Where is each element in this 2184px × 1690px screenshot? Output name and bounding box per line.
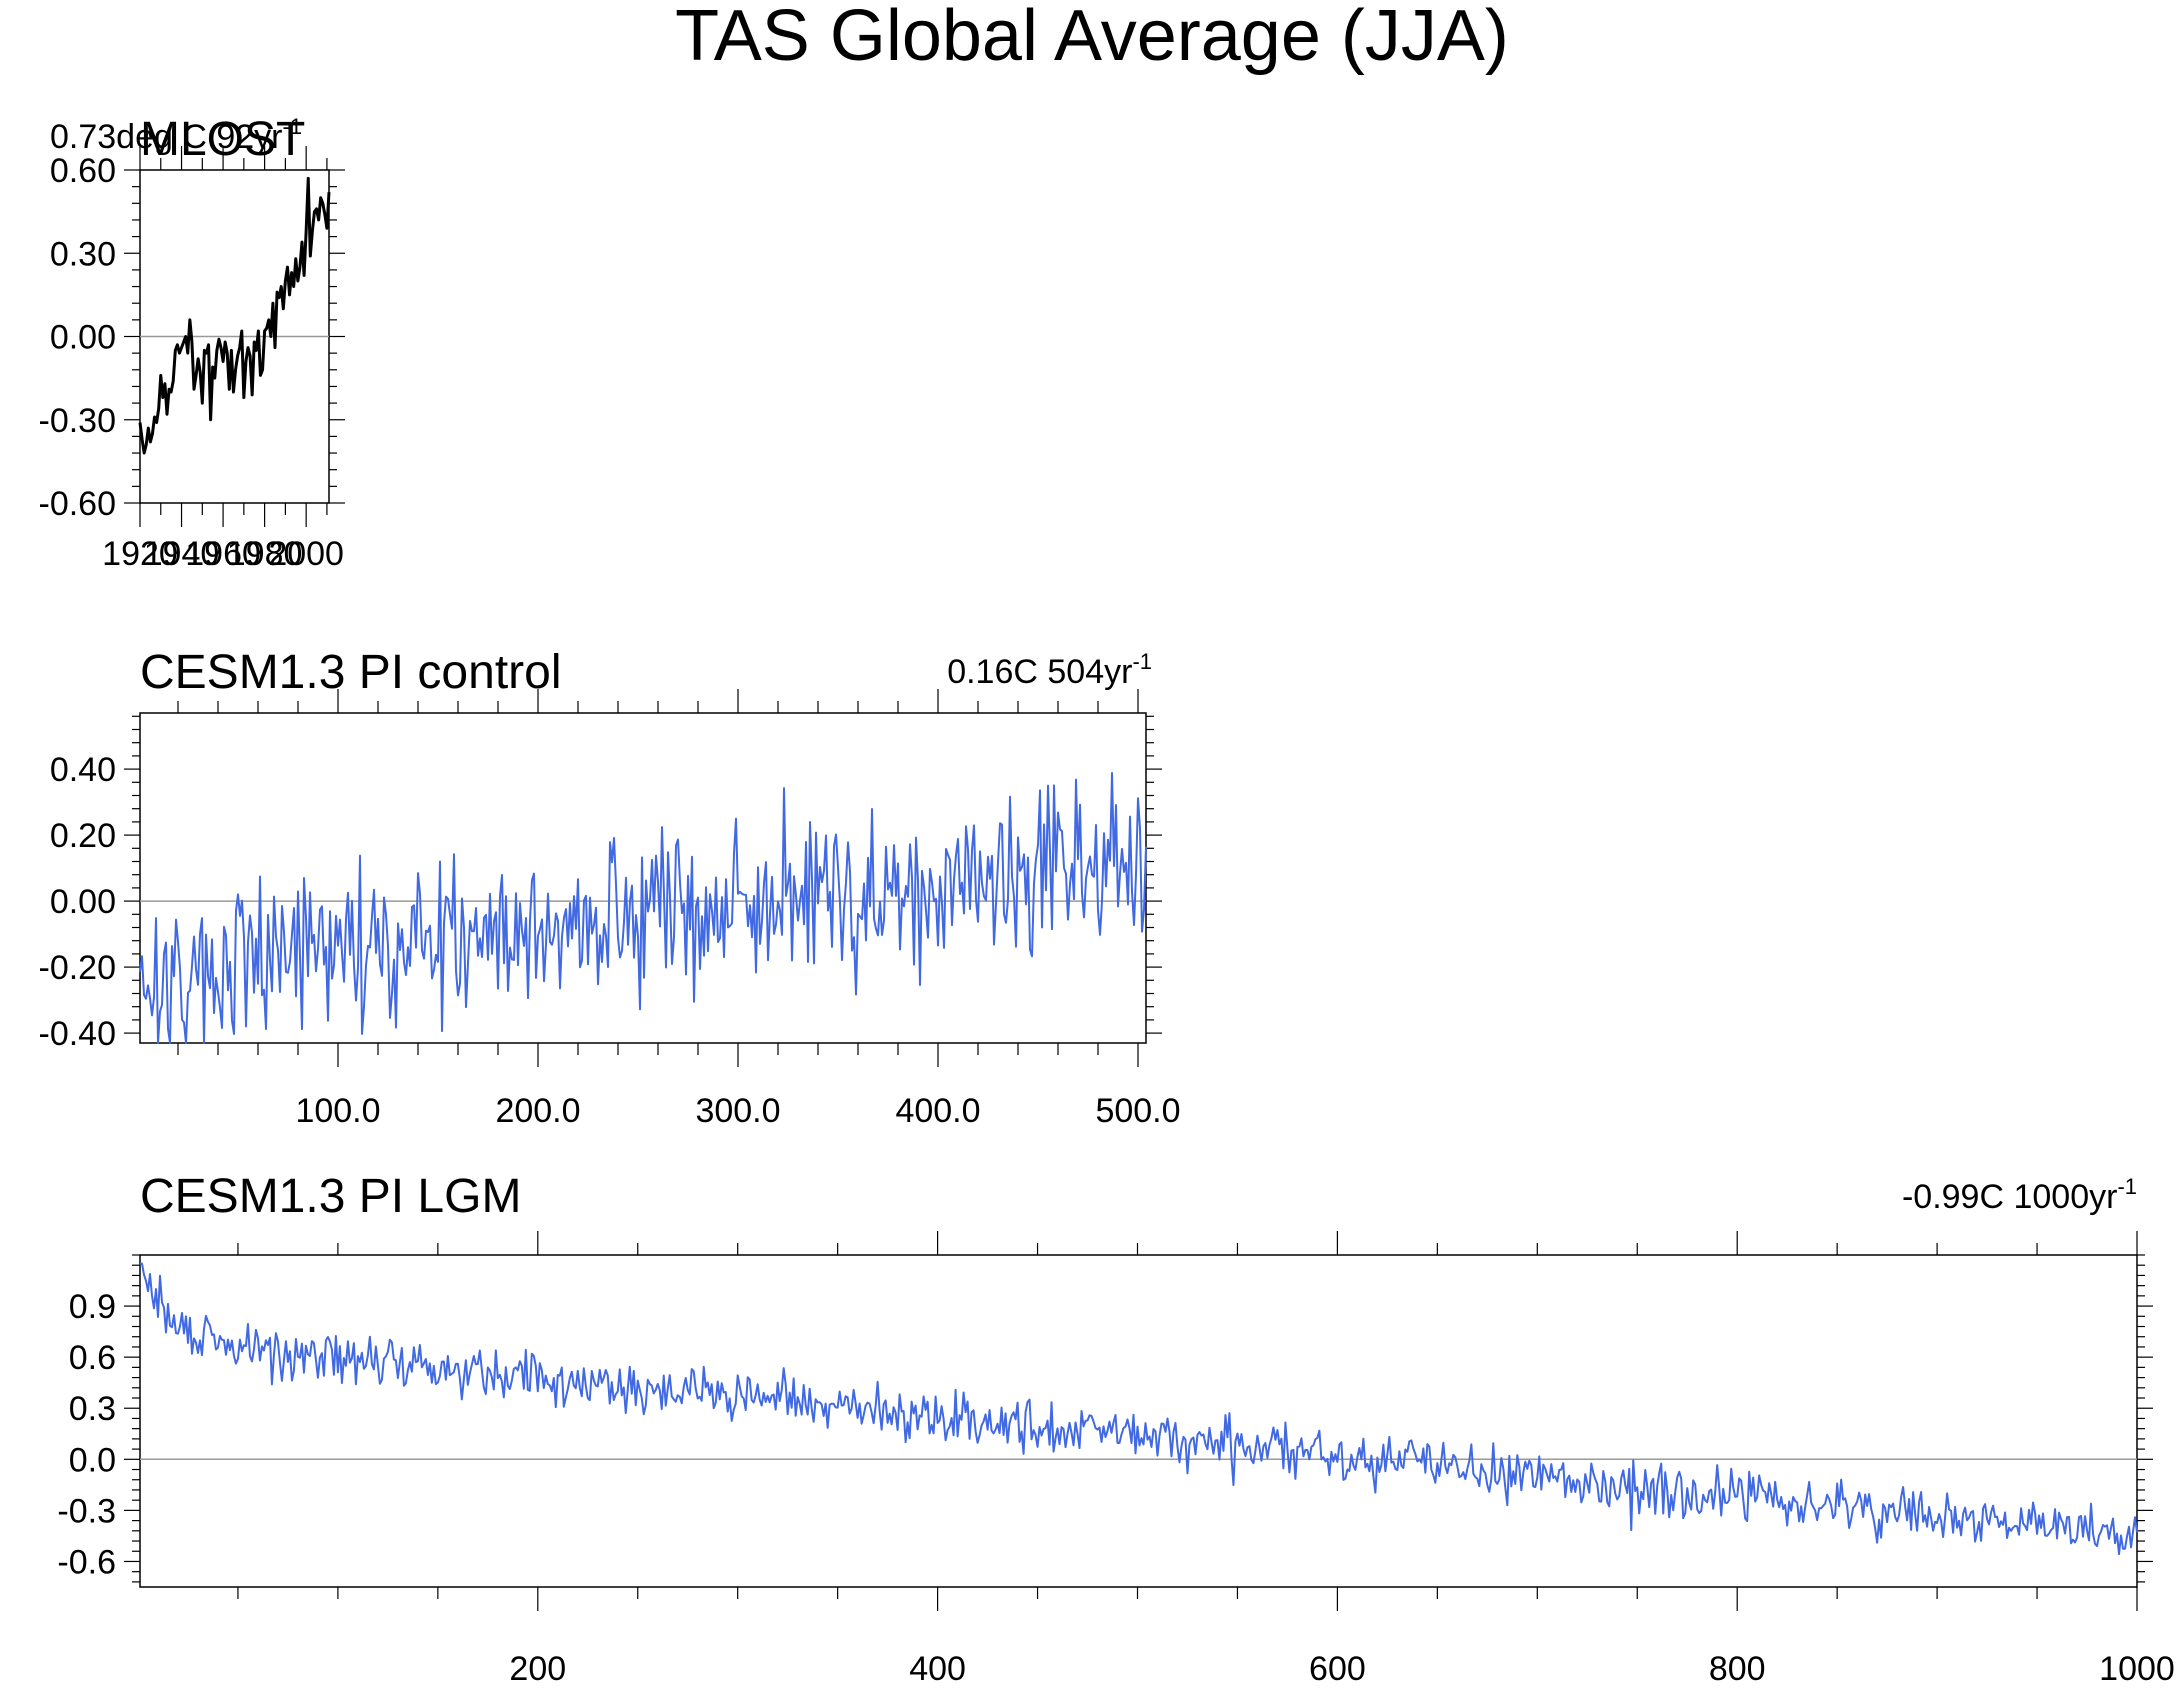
panel-pi-lgm-title: CESM1.3 PI LGM — [140, 1170, 521, 1223]
y-tick-label: -0.3 — [57, 1492, 116, 1530]
x-tick-label: 2000 — [268, 535, 344, 573]
y-tick-label: 0.0 — [69, 1441, 116, 1479]
panel-pi-control-series — [139, 772, 1147, 1044]
figure-title: TAS Global Average (JJA) — [675, 0, 1509, 76]
panel-pi-lgm-trend-value: -0.99C 1000yr — [1902, 1178, 2117, 1216]
panel-pi-control-trend-exponent: -1 — [1132, 649, 1152, 674]
panel-mlost-trend: 0.73deg C 92yr-1 — [50, 114, 302, 156]
y-tick-label: -0.30 — [39, 402, 117, 440]
panel-pi-control-title: CESM1.3 PI control — [140, 646, 562, 699]
panel-pi-control-trend: 0.16C 504yr-1 — [947, 649, 1152, 691]
panel-pi-lgm-trend-exponent: -1 — [2117, 1174, 2137, 1199]
panel-mlost-trend-value: 0.73deg C 92yr — [50, 118, 283, 156]
x-tick-label: 200.0 — [495, 1092, 580, 1130]
y-tick-label: 0.30 — [50, 235, 116, 273]
x-tick-label: 1920 — [102, 535, 178, 573]
panel-pi-control-axes: -0.40 -0.20 0.00 0.20 0.40 100.0 200.0 300.0 400… — [39, 689, 1181, 1130]
panel-pi-lgm-trend: -0.99C 1000yr-1 — [1902, 1174, 2137, 1216]
series-line-pi-control — [139, 772, 1147, 1044]
panel-pi-lgm: CESM1.3 PI LGM -0.99C 1000yr-1 -0.6 -0.3 0… — [57, 1170, 2174, 1688]
y-tick-label: -0.60 — [39, 485, 117, 523]
y-tick-label: -0.40 — [39, 1015, 117, 1053]
x-tick-label: 800 — [1709, 1650, 1766, 1688]
x-tick-label: 100.0 — [295, 1092, 380, 1130]
y-tick-label: 0.60 — [50, 152, 116, 190]
panel-mlost-trend-exponent: -1 — [283, 114, 303, 139]
y-tick-label: 0.40 — [50, 751, 116, 789]
y-tick-label: 0.6 — [69, 1339, 116, 1377]
panel-mlost-axes: -0.60 -0.30 0.00 0.30 0.60 192019401960198020… — [39, 146, 345, 573]
x-tick-label: 1960 — [185, 535, 261, 573]
y-tick-label: -0.6 — [57, 1543, 116, 1581]
x-tick-label: 300.0 — [695, 1092, 780, 1130]
x-tick-label: 200 — [509, 1650, 566, 1688]
x-tick-label: 1980 — [227, 535, 303, 573]
y-tick-label: 0.3 — [69, 1390, 116, 1428]
series-line-pi-lgm — [140, 1262, 2138, 1556]
x-tick-label: 400 — [909, 1650, 966, 1688]
plot-frame — [139, 1254, 2138, 1588]
y-tick-label: 0.9 — [69, 1288, 116, 1326]
panel-pi-control-trend-value: 0.16C 504yr — [947, 653, 1132, 691]
y-tick-label: 0.20 — [50, 817, 116, 855]
panel-pi-lgm-axes: -0.6 -0.3 0.0 0.3 0.6 0.9 200 400 600 800 1000 — [57, 1231, 2175, 1688]
panel-pi-lgm-series — [140, 1262, 2138, 1556]
x-tick-label: 1000 — [2099, 1650, 2175, 1688]
panel-mlost-series — [138, 176, 331, 455]
x-tick-label: 500.0 — [1095, 1092, 1180, 1130]
x-tick-label: 1940 — [144, 535, 220, 573]
y-tick-label: 0.00 — [50, 883, 116, 921]
y-tick-label: 0.00 — [50, 319, 116, 357]
x-tick-label: 400.0 — [895, 1092, 980, 1130]
y-tick-label: -0.20 — [39, 949, 117, 987]
series-line-mlost — [138, 176, 331, 455]
panel-mlost: MLOST 0.73deg C 92yr-1 -0.60-0.300.000.3… — [39, 113, 345, 573]
x-tick-label: 600 — [1309, 1650, 1366, 1688]
panel-pi-control: CESM1.3 PI control 0.16C 504yr-1 -0.40-0… — [39, 646, 1181, 1130]
